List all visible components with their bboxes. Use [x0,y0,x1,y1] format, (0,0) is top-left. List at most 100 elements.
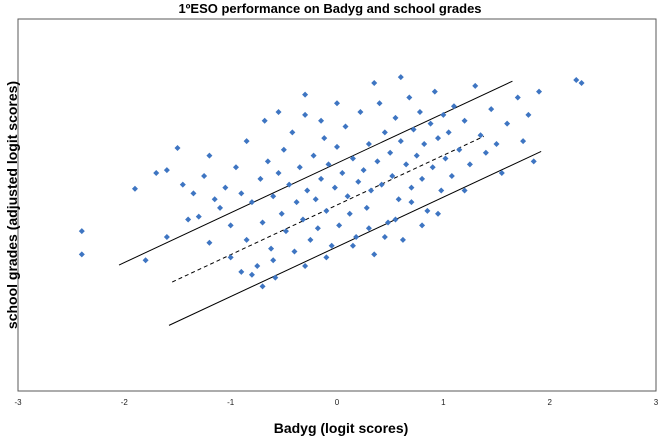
data-point [472,82,479,89]
data-point [482,149,489,156]
data-point [153,170,160,177]
data-point [328,242,335,249]
data-point [410,126,417,133]
data-point [179,181,186,188]
data-point [445,129,452,136]
data-point [346,210,353,217]
data-point [374,158,381,165]
data-point [336,222,343,229]
x-tick-label: 1 [441,398,446,407]
data-point [243,236,250,243]
data-point [275,170,282,177]
x-tick-labels: -3 -2 -1 0 1 2 3 [14,398,658,407]
data-point [371,251,378,258]
data-point [310,152,317,159]
data-point [280,146,287,153]
data-point [376,100,383,107]
data-point [257,175,264,182]
data-point [573,77,580,84]
data-point [339,170,346,177]
data-point [493,140,500,147]
regression-line [171,135,484,283]
data-point [323,254,330,261]
data-point [254,263,261,270]
data-point [488,106,495,113]
data-point [498,170,505,177]
data-point [248,271,255,278]
data-point [530,158,537,165]
data-point [360,167,367,174]
data-point [395,196,402,203]
data-point [431,88,438,95]
x-tick-label: 0 [335,398,340,407]
data-point [163,167,170,174]
data-point [448,172,455,179]
data-point [421,140,428,147]
data-point [261,117,268,124]
data-point [264,158,271,165]
data-point [299,216,306,223]
data-point [259,283,266,290]
data-point [520,138,527,145]
data-point [227,254,234,261]
data-point [363,204,370,211]
data-point [131,185,138,192]
data-point [323,207,330,214]
data-point [435,135,442,142]
data-point [78,251,85,258]
data-point [286,181,293,188]
data-point [185,216,192,223]
data-point [238,268,245,275]
data-point [440,111,447,118]
data-point [392,216,399,223]
data-point [365,140,372,147]
data-point [408,184,415,191]
data-point [525,111,532,118]
data-point [211,196,218,203]
data-point [222,184,229,191]
data-point [259,219,266,226]
data-point [248,199,255,206]
data-point [371,79,378,86]
data-point [353,233,360,240]
data-point [365,225,372,232]
data-point [397,138,404,145]
data-point [142,257,149,264]
data-point [381,233,388,240]
data-point [368,187,375,194]
data-point [238,190,245,197]
data-point [307,236,314,243]
data-point [536,88,543,95]
data-point [344,193,351,200]
data-point [406,94,413,101]
data-point [318,117,325,124]
data-point [349,242,356,249]
data-points [78,74,585,290]
data-point [477,132,484,139]
data-point [201,172,208,179]
data-point [78,228,85,235]
data-point [270,257,277,264]
data-point [174,145,181,152]
data-point [427,120,434,127]
y-axis-title: school grades (adjusted logit scores) [4,81,20,329]
data-point [461,117,468,124]
data-point [504,120,511,127]
data-point [378,181,385,188]
data-point [296,164,303,171]
data-point [385,219,392,226]
data-point [334,143,340,150]
data-point [321,135,328,142]
x-tick-label: 2 [547,398,552,407]
data-point [392,114,399,121]
data-point [424,207,431,214]
data-point [397,74,404,81]
data-point [272,274,279,281]
data-point [389,172,396,179]
data-point [413,152,420,159]
data-point [232,164,239,171]
data-point [227,222,234,229]
data-point [416,109,423,115]
data-point [190,190,197,197]
